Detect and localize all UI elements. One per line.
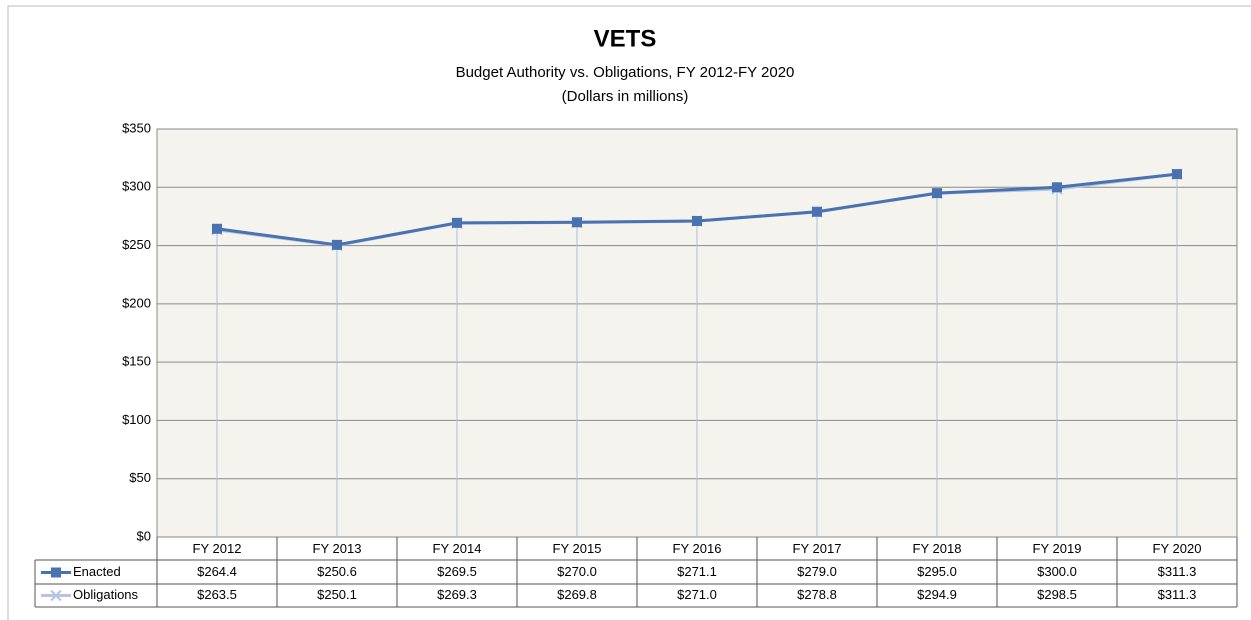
marker [332, 239, 342, 250]
data-label: $270.0 [557, 564, 597, 579]
data-label: $279.0 [797, 564, 837, 579]
data-label: $311.3 [1158, 587, 1197, 602]
data-label: $250.6 [317, 564, 357, 579]
marker [572, 217, 582, 228]
y-tick-label: $50 [129, 470, 151, 485]
marker [812, 206, 822, 217]
data-label: $271.0 [677, 587, 717, 602]
marker [1172, 169, 1182, 180]
data-label: $294.9 [917, 587, 957, 602]
marker [932, 188, 942, 199]
data-label: $269.3 [437, 587, 477, 602]
legend-label: Obligations [73, 587, 139, 602]
chart-subtitle: (Dollars in millions) [562, 88, 689, 105]
x-tick-label: FY 2015 [553, 541, 602, 556]
x-tick-label: FY 2013 [313, 541, 362, 556]
y-tick-label: $350 [122, 120, 151, 135]
x-tick-label: FY 2018 [913, 541, 962, 556]
data-label: $263.5 [197, 587, 237, 602]
legend-marker [50, 589, 62, 602]
data-label: $300.0 [1037, 564, 1077, 579]
y-tick-label: $250 [122, 237, 151, 252]
y-tick-label: $200 [122, 295, 151, 310]
x-tick-label: FY 2012 [193, 541, 242, 556]
data-label: $250.1 [317, 587, 357, 602]
data-label: $298.5 [1037, 587, 1077, 602]
legend-marker [51, 567, 61, 578]
data-label: $271.1 [677, 564, 717, 579]
x-tick-label: FY 2017 [793, 541, 842, 556]
data-label: $264.4 [197, 564, 237, 579]
y-tick-label: $100 [122, 412, 151, 427]
marker [212, 223, 222, 234]
data-label: $278.8 [797, 587, 837, 602]
marker [1052, 182, 1062, 193]
y-tick-label: $300 [122, 179, 151, 194]
marker [692, 215, 702, 226]
data-label: $295.0 [917, 564, 957, 579]
y-tick-label: $150 [122, 354, 151, 369]
chart-subtitle: Budget Authority vs. Obligations, FY 201… [456, 64, 795, 81]
data-label: $269.5 [437, 564, 477, 579]
data-label: $269.8 [557, 587, 597, 602]
y-tick-label: $0 [137, 528, 151, 543]
x-tick-label: FY 2020 [1153, 541, 1202, 556]
legend-label: Enacted [73, 564, 121, 579]
marker [452, 217, 462, 228]
chart-title: VETS [594, 25, 657, 52]
data-label: $311.3 [1158, 564, 1197, 579]
x-tick-label: FY 2016 [673, 541, 722, 556]
x-tick-label: FY 2014 [433, 541, 482, 556]
x-tick-label: FY 2019 [1033, 541, 1082, 556]
